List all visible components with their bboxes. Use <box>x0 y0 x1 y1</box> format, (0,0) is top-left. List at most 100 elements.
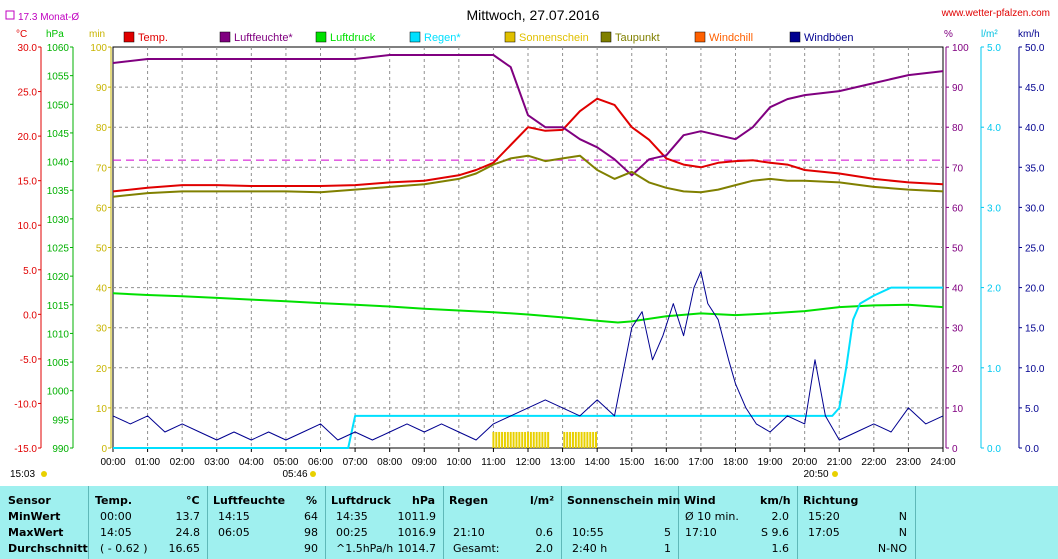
x-tick-label-22: 22:00 <box>861 457 886 468</box>
table-cell-rain-val: 2.0 <box>535 542 554 555</box>
temp-axis-unit: °C <box>16 29 27 40</box>
pressure-axis-label-11: 1005 <box>47 358 70 369</box>
wind-axis-label-4: 30.0 <box>1025 203 1045 214</box>
table-cell-wind-val: 2.0 <box>771 510 790 523</box>
sunset-icon <box>832 471 838 477</box>
table-cell-hum-time: 06:05 <box>218 526 250 539</box>
table-cell-hum-time: 14:15 <box>218 510 250 523</box>
legend-label-3: Regen* <box>424 32 461 44</box>
wind-axis-label-8: 10.0 <box>1025 364 1045 375</box>
table-cell-rain-time: Gesamt: <box>453 542 500 555</box>
table-cell-press-time: 00:25 <box>336 526 368 539</box>
x-tick-label-6: 06:00 <box>308 457 333 468</box>
current-time-icon <box>41 471 47 477</box>
table-cell-wind-time: Ø 10 min. <box>685 510 739 523</box>
humidity-axis-label-1: 90 <box>952 83 964 94</box>
series-line-0 <box>112 97 944 193</box>
table-cell-dir-val: N <box>898 510 907 523</box>
table-cell-press-val: 1014.7 <box>397 542 437 555</box>
temp-axis-label-9: -15.0 <box>14 444 37 455</box>
rain-axis-label-4: 1.0 <box>987 364 1001 375</box>
rain-axis-label-1: 4.0 <box>987 123 1001 134</box>
x-tick-label-14: 14:00 <box>585 457 610 468</box>
sun-axis-label-10: 0 <box>101 444 107 455</box>
wind-axis-label-3: 35.0 <box>1025 163 1045 174</box>
table-cell-sun-time: 10:55 <box>572 526 604 539</box>
x-tick-label-15: 15:00 <box>619 457 644 468</box>
legend-swatch-4 <box>504 31 516 43</box>
table-cell-temp-time: ( - 0.62 ) <box>100 542 148 555</box>
x-tick-label-23: 23:00 <box>896 457 921 468</box>
sun-axis-label-1: 90 <box>96 83 108 94</box>
hdr-sun: Sonnenschein min <box>567 494 681 507</box>
x-tick-label-21: 21:00 <box>827 457 852 468</box>
x-tick-label-9: 09:00 <box>412 457 437 468</box>
legend-label-5: Taupunkt <box>615 32 660 44</box>
temp-axis-label-3: 15.0 <box>18 177 38 188</box>
x-tick-label-3: 03:00 <box>204 457 229 468</box>
sun-axis-label-5: 50 <box>96 244 108 255</box>
rain-axis-label-2: 3.0 <box>987 203 1001 214</box>
legend-label-2: Luftdruck <box>330 32 376 44</box>
table-cell-wind-val: 1.6 <box>771 542 790 555</box>
legend-swatch-2 <box>315 31 327 43</box>
legend-label-4: Sonnenschein <box>519 32 589 44</box>
table-cell-wind-time: 17:10 <box>685 526 717 539</box>
temp-axis-label-7: -5.0 <box>20 355 38 366</box>
table-cell-wind-val: S 9.6 <box>761 526 789 539</box>
table-cell-press-val: 1011.9 <box>397 510 437 523</box>
x-tick-label-2: 02:00 <box>170 457 195 468</box>
rain-axis-label-5: 0.0 <box>987 444 1001 455</box>
humidity-axis-label-10: 0 <box>952 444 958 455</box>
site-link[interactable]: www.wetter-pfalzen.com <box>941 8 1050 19</box>
hdr-wind: Wind <box>684 494 716 507</box>
hdr-sensor: Sensor <box>8 494 51 507</box>
temp-axis-label-1: 25.0 <box>18 88 38 99</box>
pressure-axis-label-2: 1050 <box>47 100 70 111</box>
current-time-label: 15:03 <box>10 469 35 480</box>
legend-swatch-7 <box>789 31 801 43</box>
pressure-axis-unit: hPa <box>46 29 64 40</box>
humidity-axis-label-2: 80 <box>952 123 964 134</box>
table-cell-sun-val: 5 <box>664 526 671 539</box>
table-cell-dir-val: N <box>898 526 907 539</box>
temp-axis-label-6: 0.0 <box>23 310 37 321</box>
x-tick-label-13: 13:00 <box>550 457 575 468</box>
weather-chart: Mittwoch, 27.07.2016 www.wetter-pfalzen.… <box>5 7 1050 480</box>
grid <box>112 46 944 449</box>
wind-axis-label-1: 45.0 <box>1025 83 1045 94</box>
temp-axis-label-8: -10.0 <box>14 399 37 410</box>
x-tick-label-24: 24:00 <box>930 457 955 468</box>
wind-axis-label-7: 15.0 <box>1025 324 1045 335</box>
wind-axis-label-9: 5.0 <box>1025 404 1039 415</box>
pressure-axis-label-3: 1045 <box>47 129 70 140</box>
sun-axis-label-0: 100 <box>90 43 107 54</box>
table-cell-rain-time: 21:10 <box>453 526 485 539</box>
pressure-axis-label-12: 1000 <box>47 387 70 398</box>
hdr-temp: Temp. <box>95 494 133 507</box>
month-avg-label: 17.3 Monat-Ø <box>18 12 79 23</box>
sun-axis-label-7: 30 <box>96 324 108 335</box>
table-cell-temp-val: 13.7 <box>175 510 201 523</box>
x-tick-label-11: 11:00 <box>481 457 506 468</box>
sunrise-label: 05:46 <box>282 469 307 480</box>
hdr-hum-unit: % <box>306 494 318 507</box>
humidity-axis-label-5: 50 <box>952 244 964 255</box>
temp-axis-label-2: 20.0 <box>18 132 38 143</box>
hdr-temp-unit: °C <box>186 494 200 507</box>
hdr-wind-unit: km/h <box>760 494 791 507</box>
pressure-axis-label-14: 990 <box>52 444 69 455</box>
legend-label-6: Windchill <box>709 32 753 44</box>
table-cell-press-val: 1016.9 <box>397 526 437 539</box>
x-tick-label-7: 07:00 <box>343 457 368 468</box>
wind-axis-label-10: 0.0 <box>1025 444 1039 455</box>
sun-axis-label-6: 40 <box>96 284 108 295</box>
pressure-axis-label-8: 1020 <box>47 272 70 283</box>
chart-title: Mittwoch, 27.07.2016 <box>466 7 599 23</box>
table-cell-temp-time: 00:00 <box>100 510 132 523</box>
humidity-axis-label-8: 20 <box>952 364 964 375</box>
x-tick-label-16: 16:00 <box>654 457 679 468</box>
sunset-label: 20:50 <box>803 469 828 480</box>
table-cell-dir-time: 15:20 <box>808 510 840 523</box>
rain-axis-unit: l/m² <box>981 29 998 40</box>
